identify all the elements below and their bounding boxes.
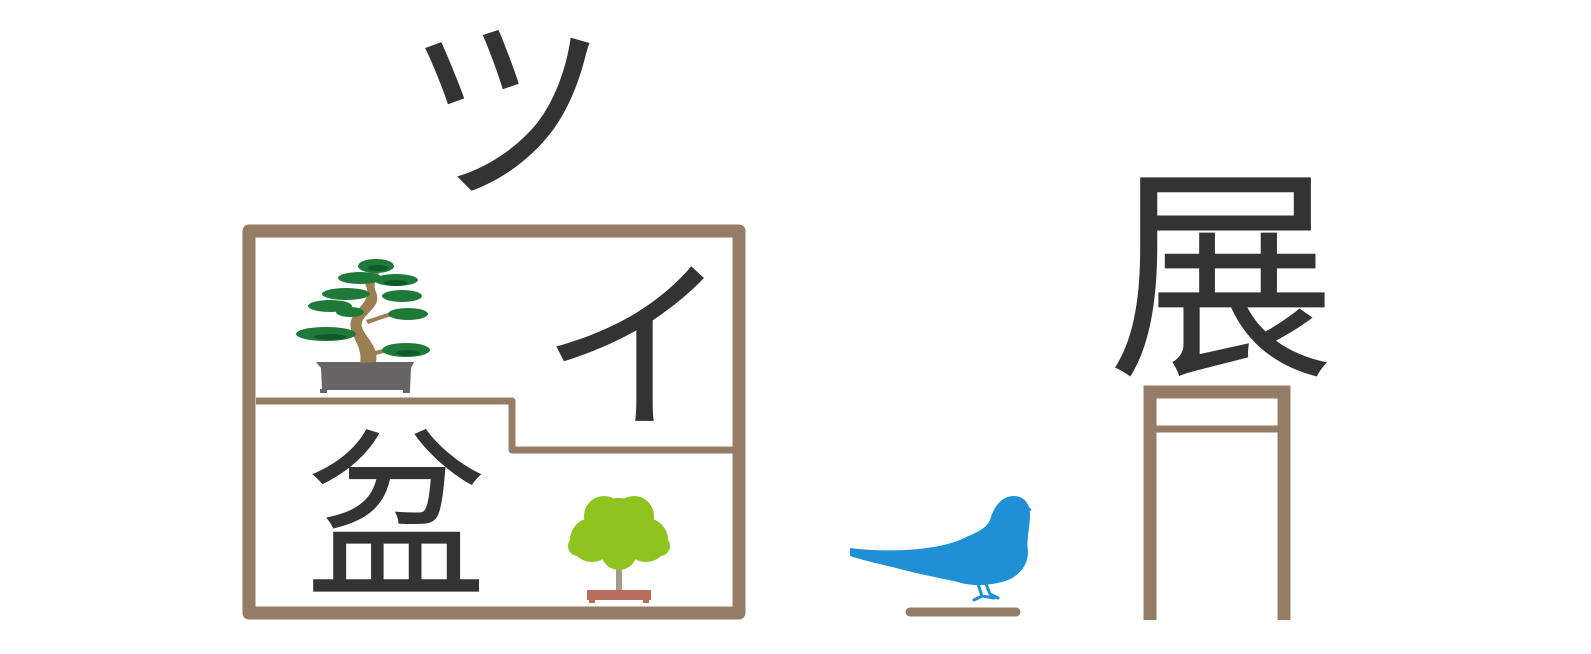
pine-bonsai-icon	[296, 259, 430, 393]
pine-bonsai-trunk	[350, 266, 382, 363]
round-bonsai-foliage	[568, 496, 670, 570]
round-bonsai-trunk	[616, 556, 622, 592]
parakeet-feet	[972, 582, 1000, 602]
round-bonsai-pot	[587, 590, 651, 600]
parakeet-body	[850, 496, 1030, 585]
pine-bonsai-pot	[316, 362, 414, 390]
shelf-frame	[242, 224, 746, 620]
display-shelf	[242, 224, 746, 620]
gateway-icon	[1143, 385, 1291, 620]
title-char-bon: 盆	[305, 413, 487, 625]
title-char-i: イ	[540, 239, 731, 460]
parakeet-icon	[850, 496, 1032, 617]
title-char-ten: 展	[1108, 146, 1336, 412]
round-bonsai-icon	[568, 496, 670, 603]
gateway-frame	[1143, 385, 1291, 620]
title-char-tsu: ツ	[405, 0, 610, 233]
shelf-divider	[256, 397, 733, 454]
